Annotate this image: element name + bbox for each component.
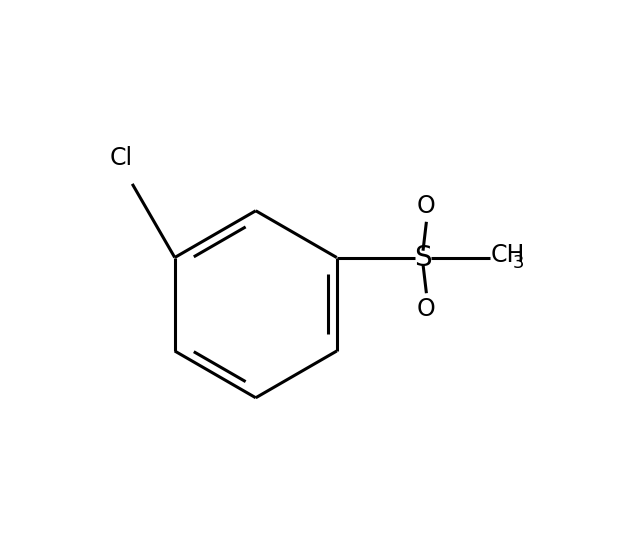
Text: Cl: Cl	[110, 146, 133, 170]
Text: O: O	[417, 194, 436, 217]
Text: O: O	[417, 298, 436, 321]
Text: CH: CH	[491, 243, 525, 267]
Text: 3: 3	[512, 254, 524, 272]
Text: S: S	[414, 243, 432, 272]
